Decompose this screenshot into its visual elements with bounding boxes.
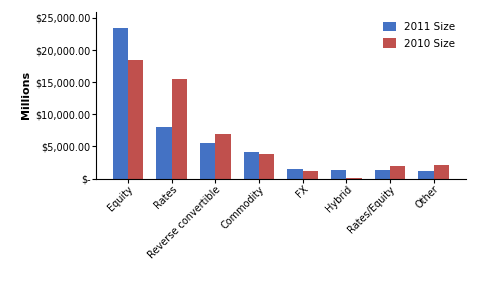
Bar xyxy=(374,170,390,179)
Bar xyxy=(259,154,274,179)
Bar xyxy=(200,143,216,179)
Bar xyxy=(418,171,433,179)
Bar xyxy=(288,169,302,179)
Bar xyxy=(113,28,128,179)
Bar xyxy=(346,178,361,179)
Bar xyxy=(216,134,230,179)
Bar xyxy=(433,165,449,179)
Bar xyxy=(390,166,405,179)
Bar xyxy=(172,79,187,179)
Bar xyxy=(156,127,172,179)
Bar xyxy=(128,60,144,179)
Bar xyxy=(244,151,259,179)
Bar xyxy=(302,171,318,179)
Legend: 2011 Size, 2010 Size: 2011 Size, 2010 Size xyxy=(378,17,460,54)
Bar xyxy=(331,170,346,179)
Y-axis label: Millions: Millions xyxy=(21,71,31,119)
